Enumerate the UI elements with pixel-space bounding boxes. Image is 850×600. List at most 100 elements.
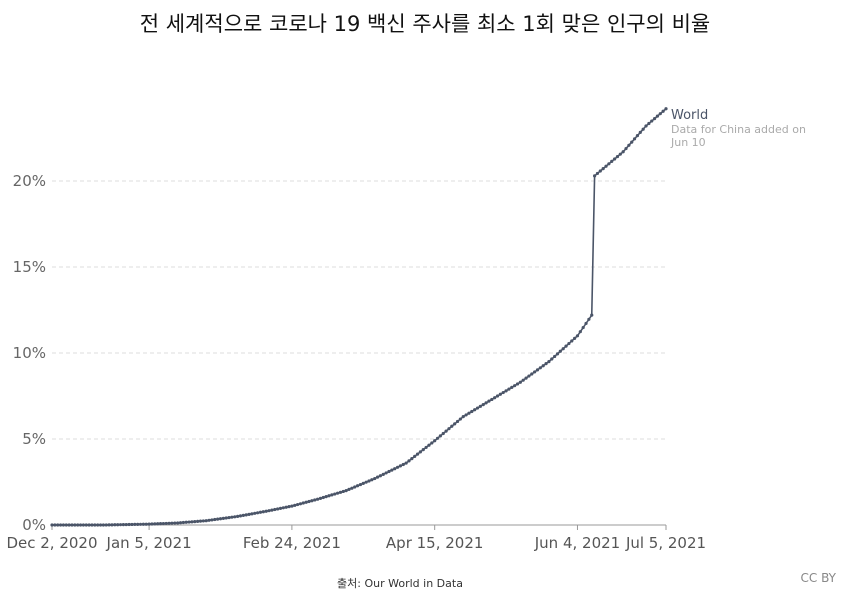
data-point (198, 519, 203, 523)
data-point (98, 523, 103, 527)
data-point (276, 507, 280, 511)
data-point (207, 518, 211, 522)
data-point (587, 317, 591, 321)
data-point (358, 482, 363, 487)
data-point (136, 522, 140, 526)
data-point (655, 114, 660, 118)
data-point (607, 162, 611, 166)
data-point (87, 523, 91, 527)
x-tick-label: Jun 4, 2021 (534, 534, 620, 552)
data-point (533, 370, 537, 374)
data-point (355, 484, 360, 488)
data-point (121, 523, 125, 527)
data-point (650, 119, 654, 123)
x-axis: Dec 2, 2020 Jan 5, 2021 Feb 24, 2021 Apr 15… (6, 524, 706, 552)
data-point (515, 382, 520, 386)
data-point (361, 481, 365, 485)
data-point (264, 509, 268, 513)
data-point (110, 523, 114, 527)
data-point (641, 127, 645, 131)
data-point (384, 471, 388, 475)
license-link[interactable]: CC BY (800, 571, 836, 585)
data-point (53, 523, 57, 527)
data-point (147, 522, 151, 526)
data-point (241, 513, 245, 517)
data-point (573, 336, 577, 340)
data-point (227, 515, 231, 520)
data-point (178, 521, 183, 525)
data-point (524, 376, 528, 380)
data-point (447, 427, 451, 431)
data-point (615, 154, 620, 159)
data-point (658, 112, 662, 116)
data-point (64, 523, 68, 527)
data-point (661, 109, 665, 113)
data-point (621, 150, 625, 154)
data-point (161, 521, 165, 526)
data-point (473, 408, 477, 412)
data-point (461, 415, 465, 419)
data-point (256, 511, 260, 515)
data-point (375, 475, 380, 479)
data-point (495, 394, 500, 398)
data-point (450, 424, 454, 428)
data-point (321, 495, 325, 500)
data-point (190, 520, 194, 524)
data-point (67, 523, 71, 527)
data-point (624, 146, 628, 151)
data-point (164, 521, 168, 526)
data-point (538, 366, 542, 370)
data-point (158, 522, 163, 526)
data-point (204, 519, 208, 523)
data-point (393, 467, 397, 471)
data-point (318, 496, 323, 500)
data-point (567, 341, 571, 346)
data-point (467, 411, 471, 415)
x-tick-label: Jan 5, 2021 (106, 534, 192, 552)
data-point (398, 464, 403, 468)
data-point (507, 387, 511, 391)
data-point (258, 510, 263, 514)
series-line-world (52, 108, 667, 526)
data-point (278, 506, 283, 510)
data-point (293, 503, 297, 507)
data-point (367, 479, 371, 483)
data-point (221, 516, 225, 520)
data-point (281, 506, 285, 510)
data-point (458, 417, 462, 421)
data-point (632, 137, 637, 141)
data-point (390, 468, 394, 472)
data-point (547, 360, 551, 364)
data-point (233, 515, 237, 519)
data-point (581, 325, 585, 330)
data-point (644, 124, 648, 128)
data-point (104, 523, 108, 527)
data-point (56, 523, 60, 527)
data-point (315, 497, 320, 501)
source-note: 출처: Our World in Data (337, 577, 463, 590)
data-point (176, 521, 180, 525)
data-point (550, 357, 554, 361)
data-point (421, 448, 425, 452)
data-point (118, 523, 123, 527)
data-point (298, 502, 303, 506)
data-point (181, 520, 185, 525)
data-point (184, 520, 188, 524)
data-point (561, 347, 565, 351)
data-point (187, 520, 191, 524)
data-point (73, 523, 77, 527)
data-point (324, 495, 328, 499)
data-point (284, 505, 288, 509)
data-point (475, 406, 480, 410)
data-point (464, 413, 468, 417)
chart-title: 전 세계적으로 코로나 19 백신 주사를 최소 1회 맞은 인구의 비율 (139, 12, 711, 36)
x-tick-label: Apr 15, 2021 (386, 534, 484, 552)
data-point (478, 404, 482, 408)
data-point (630, 140, 634, 144)
x-tick-label: Feb 24, 2021 (243, 534, 341, 552)
data-point (664, 107, 668, 111)
data-point (213, 517, 217, 522)
y-tick-label: 5% (22, 430, 46, 448)
data-point (313, 498, 317, 502)
